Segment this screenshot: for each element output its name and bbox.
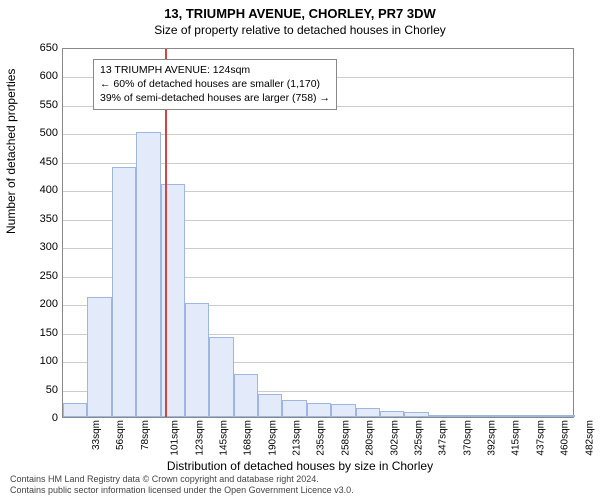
histogram-bar (87, 297, 111, 417)
x-tick-label: 123sqm (194, 420, 205, 456)
histogram-bar (307, 403, 331, 417)
y-tick-label: 350 (28, 213, 58, 225)
y-tick-label: 450 (28, 156, 58, 168)
histogram-bar (356, 408, 380, 417)
x-tick-label: 325sqm (414, 420, 425, 456)
histogram-bar (258, 394, 282, 417)
info-box: 13 TRIUMPH AVENUE: 124sqm← 60% of detach… (93, 59, 337, 110)
x-tick-label: 258sqm (340, 420, 351, 456)
x-tick-label: 437sqm (535, 420, 546, 456)
histogram-bar (502, 415, 526, 417)
y-tick-label: 500 (28, 127, 58, 139)
histogram-bar (136, 132, 160, 417)
histogram-bar (209, 337, 233, 417)
y-tick-label: 400 (28, 184, 58, 196)
x-tick-label: 460sqm (560, 420, 571, 456)
histogram-bar (234, 374, 258, 417)
x-tick-label: 392sqm (487, 420, 498, 456)
histogram-bar (477, 415, 501, 417)
footer-line: Contains public sector information licen… (10, 485, 354, 496)
chart-plot-area: 13 TRIUMPH AVENUE: 124sqm← 60% of detach… (62, 48, 574, 418)
x-tick-label: 33sqm (91, 420, 102, 450)
y-tick-label: 150 (28, 327, 58, 339)
x-tick-label: 235sqm (316, 420, 327, 456)
x-tick-label: 190sqm (267, 420, 278, 456)
info-box-line: 39% of semi-detached houses are larger (… (100, 91, 330, 105)
info-box-line: ← 60% of detached houses are smaller (1,… (100, 77, 330, 91)
x-tick-label: 213sqm (292, 420, 303, 456)
histogram-bar (282, 400, 306, 417)
subtitle: Size of property relative to detached ho… (0, 21, 600, 37)
x-tick-label: 168sqm (243, 420, 254, 456)
page-title: 13, TRIUMPH AVENUE, CHORLEY, PR7 3DW (0, 0, 600, 21)
histogram-bar (380, 411, 404, 417)
x-tick-label: 370sqm (462, 420, 473, 456)
x-tick-label: 302sqm (389, 420, 400, 456)
histogram-bar (185, 303, 209, 417)
x-tick-label: 78sqm (140, 420, 151, 450)
x-tick-label: 101sqm (170, 420, 181, 456)
y-tick-label: 650 (28, 42, 58, 54)
histogram-bar (331, 404, 355, 417)
x-tick-label: 347sqm (438, 420, 449, 456)
histogram-bar (429, 415, 453, 417)
y-tick-label: 50 (28, 384, 58, 396)
footer-attribution: Contains HM Land Registry data © Crown c… (10, 474, 354, 497)
histogram-bar (112, 167, 136, 417)
x-axis-label: Distribution of detached houses by size … (0, 459, 600, 473)
y-axis-label: Number of detached properties (4, 69, 18, 234)
x-tick-label: 145sqm (218, 420, 229, 456)
x-tick-label: 280sqm (365, 420, 376, 456)
x-tick-label: 415sqm (511, 420, 522, 456)
y-tick-label: 600 (28, 70, 58, 82)
histogram-bar (551, 415, 575, 417)
histogram-bar (526, 415, 550, 417)
y-tick-label: 300 (28, 241, 58, 253)
y-tick-label: 100 (28, 355, 58, 367)
x-tick-label: 56sqm (115, 420, 126, 450)
y-tick-label: 550 (28, 99, 58, 111)
x-tick-label: 482sqm (584, 420, 595, 456)
y-tick-label: 250 (28, 270, 58, 282)
histogram-bar (63, 403, 87, 417)
histogram-bar (404, 412, 428, 417)
y-tick-label: 0 (28, 412, 58, 424)
histogram-bar (453, 415, 477, 417)
footer-line: Contains HM Land Registry data © Crown c… (10, 474, 354, 485)
info-box-line: 13 TRIUMPH AVENUE: 124sqm (100, 63, 330, 77)
y-tick-label: 200 (28, 298, 58, 310)
